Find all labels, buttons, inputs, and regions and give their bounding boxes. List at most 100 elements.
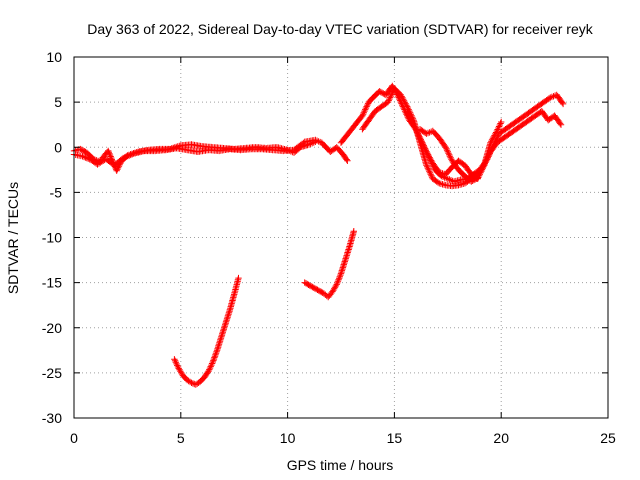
data-point-trail xyxy=(172,359,179,366)
data-point-trail xyxy=(408,118,416,125)
data-point-trail xyxy=(114,166,121,173)
series-low-arc xyxy=(171,274,242,388)
data-point-trail xyxy=(492,129,500,136)
data-point-trail xyxy=(337,271,344,279)
data-point-trail xyxy=(424,129,432,137)
data-point-trail xyxy=(414,130,422,137)
data-point xyxy=(498,118,505,126)
data-point-trail xyxy=(409,120,416,127)
data-point-trail xyxy=(428,172,435,179)
data-point-trail xyxy=(405,106,412,113)
y-tick-label: -25 xyxy=(42,365,62,381)
data-point xyxy=(557,121,565,128)
data-point-trail xyxy=(489,135,497,142)
x-tick-label: 20 xyxy=(493,430,509,446)
data-point-trail xyxy=(418,138,425,145)
data-point-trail xyxy=(480,163,487,170)
y-tick-label: 5 xyxy=(54,94,62,110)
data-point-trail xyxy=(478,166,486,173)
data-point xyxy=(404,109,411,117)
data-point-trail xyxy=(85,155,92,162)
data-point-trail xyxy=(494,126,501,133)
data-point-trail xyxy=(404,111,412,118)
data-point-trail xyxy=(400,96,407,103)
x-axis-label: GPS time / hours xyxy=(287,457,394,473)
data-point-trail xyxy=(426,169,434,176)
data-point-trail xyxy=(427,155,434,163)
data-point-trail xyxy=(186,378,194,386)
data-point xyxy=(79,153,86,160)
data-point xyxy=(344,157,351,164)
data-point xyxy=(487,139,494,146)
data-point xyxy=(171,356,178,363)
data-point-trail xyxy=(360,109,367,116)
data-point-trail xyxy=(114,164,122,171)
data-point-trail xyxy=(408,117,415,124)
y-tick-label: 0 xyxy=(54,139,62,155)
data-point-trail xyxy=(428,157,435,164)
data-point-trail xyxy=(492,130,499,138)
data-point-trail xyxy=(334,279,341,287)
x-tick-label: 15 xyxy=(387,430,403,446)
data-point-trail xyxy=(425,153,432,160)
data-point-trail xyxy=(401,99,408,106)
data-point-trail xyxy=(404,104,412,112)
data-point xyxy=(333,281,340,288)
data-point-trail xyxy=(448,156,455,163)
data-point-trail xyxy=(446,151,453,158)
data-point-trail xyxy=(421,144,428,151)
x-tick-label: 10 xyxy=(280,430,296,446)
data-point xyxy=(404,103,411,110)
data-point xyxy=(442,144,449,151)
y-tick-label: 10 xyxy=(46,49,62,65)
data-point-trail xyxy=(362,106,369,113)
data-point xyxy=(205,367,212,375)
data-point-trail xyxy=(424,150,431,157)
data-point-trail xyxy=(106,151,114,159)
data-point-trail xyxy=(434,179,442,186)
data-point-trail xyxy=(398,93,405,100)
data-point-trail xyxy=(426,168,433,175)
data-point-trail xyxy=(477,169,484,176)
data-point-trail xyxy=(173,360,180,368)
data-point-trail xyxy=(413,127,420,134)
data-point-trail xyxy=(174,363,182,371)
data-point-trail xyxy=(414,129,421,136)
data-point-trail xyxy=(495,124,502,132)
data-point-trail xyxy=(479,165,486,172)
data-point-trail xyxy=(421,145,429,152)
data-point-trail xyxy=(400,97,408,104)
series-track-b xyxy=(70,136,351,169)
data-point-trail xyxy=(411,123,418,130)
data-point-trail xyxy=(343,156,350,163)
data-point-trail xyxy=(446,153,454,160)
data-point-trail xyxy=(405,112,412,120)
data-point-trail xyxy=(212,350,220,357)
data-point-trail xyxy=(106,150,113,157)
x-tick-label: 0 xyxy=(70,430,78,446)
data-point-trail xyxy=(419,139,426,146)
data-point-trail xyxy=(385,97,392,104)
data-point-trail xyxy=(407,115,414,122)
data-point-trail xyxy=(83,154,90,162)
data-point-trail xyxy=(129,151,136,158)
data-point-trail xyxy=(208,360,216,367)
data-point-trail xyxy=(473,175,480,182)
data-point-trail xyxy=(488,136,496,143)
data-point-trail xyxy=(443,145,450,152)
axis-ticks: 0 5 10 15 20 25 -30 -25 -20 -15 -10 -5 0 5 10 xyxy=(42,49,616,446)
data-point-trail xyxy=(548,93,556,101)
data-point-trail xyxy=(444,148,451,155)
y-axis-label: SDTVAR / TECUs xyxy=(5,182,21,294)
data-point xyxy=(350,228,357,235)
y-tick-label: -30 xyxy=(42,410,62,426)
data-point-trail xyxy=(208,361,215,369)
data-point xyxy=(559,100,567,108)
data-point-trail xyxy=(207,363,214,370)
data-point xyxy=(188,379,195,386)
data-point xyxy=(423,148,430,155)
data-point-trail xyxy=(403,102,410,109)
data-point-trail xyxy=(386,95,393,103)
data-point xyxy=(474,174,481,182)
